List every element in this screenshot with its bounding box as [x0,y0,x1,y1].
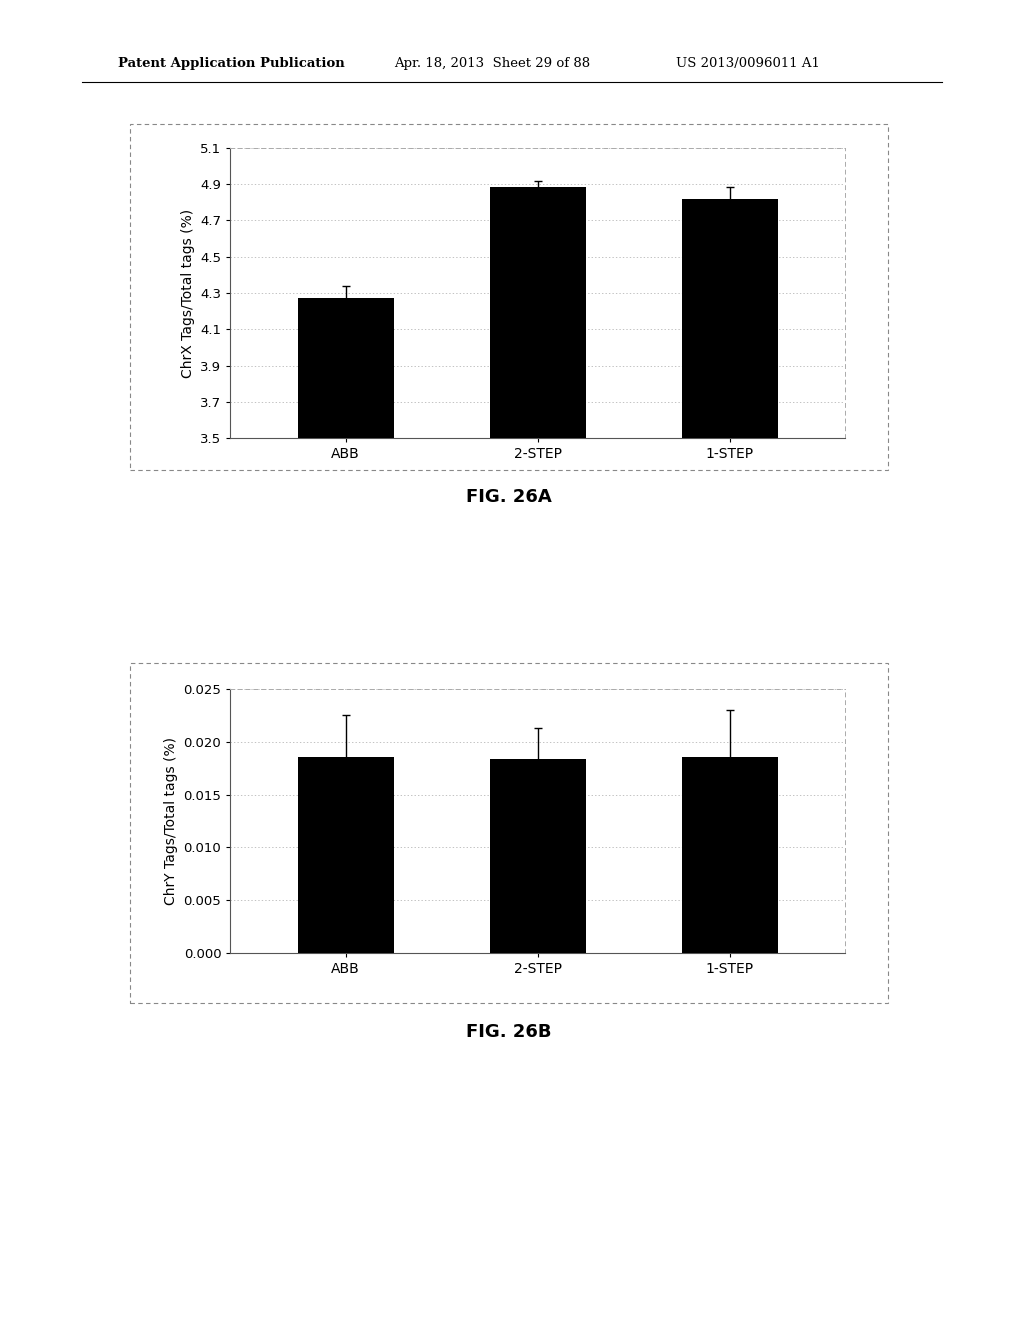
Bar [298,758,393,953]
Text: FIG. 26B: FIG. 26B [466,1023,552,1041]
Bar [682,198,777,1073]
Text: Apr. 18, 2013  Sheet 29 of 88: Apr. 18, 2013 Sheet 29 of 88 [394,57,591,70]
Y-axis label: ChrY Tags/Total tags (%): ChrY Tags/Total tags (%) [164,737,178,906]
Bar [682,758,777,953]
Text: Patent Application Publication: Patent Application Publication [118,57,344,70]
Bar [489,187,586,1073]
Text: US 2013/0096011 A1: US 2013/0096011 A1 [676,57,820,70]
Y-axis label: ChrX Tags/Total tags (%): ChrX Tags/Total tags (%) [180,209,195,378]
Bar [298,297,393,1073]
Bar [489,759,586,953]
Text: FIG. 26A: FIG. 26A [466,488,552,507]
